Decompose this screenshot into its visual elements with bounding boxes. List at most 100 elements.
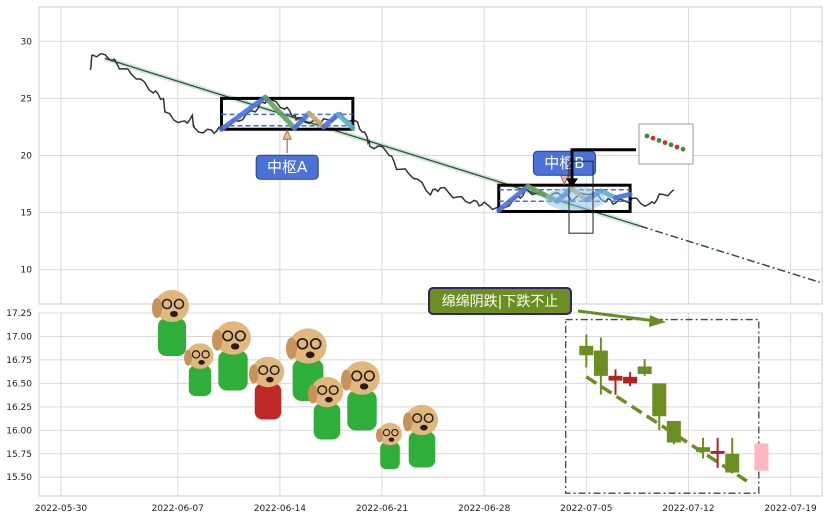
- upper-y-tick-label: 30: [21, 37, 33, 47]
- figure-head: [405, 404, 439, 436]
- figure-nose: [359, 383, 369, 390]
- zone-stroke: [291, 110, 312, 131]
- figure-glasses: [391, 428, 399, 437]
- candle: [754, 443, 769, 471]
- zone-stroke: [598, 188, 618, 201]
- sticker-figure: [308, 376, 344, 440]
- candle-body: [593, 350, 608, 376]
- candle: [652, 383, 667, 431]
- figure-glasses: [363, 370, 375, 382]
- zone-label-arrowhead: [282, 128, 292, 140]
- figure-glasses: [328, 385, 339, 396]
- upper-y-ticks: 10 15 20 25 30: [21, 37, 33, 275]
- zone-stroke: [321, 111, 341, 130]
- figure-glasses: [258, 365, 269, 376]
- candle: [637, 358, 652, 376]
- annotation-text: 绵绵阴跌|下跌不止: [442, 293, 559, 310]
- upper-decorations: [545, 123, 694, 234]
- figure-glasses: [317, 385, 328, 396]
- lower-y-tick-label: 15.75: [6, 450, 32, 460]
- annotation-arrowhead: [649, 315, 666, 327]
- figure-head: [215, 321, 251, 355]
- lower-y-ticks: 15.50 15.75 16.00 16.25 16.50 16.75 17.00 17.25: [6, 309, 32, 483]
- x-tick-label: 2022-06-21: [356, 504, 408, 514]
- lower-x-ticks: 2022-05-30 2022-06-07 2022-06-14 2022-06-21…: [35, 504, 817, 514]
- figure-glasses: [296, 337, 309, 350]
- lower-candles: [579, 334, 769, 474]
- lower-y-tick-label: 16.50: [6, 379, 32, 389]
- thumbnail-mark: [680, 146, 686, 152]
- figure-nose: [388, 437, 395, 442]
- figure-glasses: [309, 337, 322, 350]
- zone-label: 中枢B: [544, 154, 584, 172]
- figure-glasses: [269, 365, 280, 376]
- candle-body: [608, 375, 623, 381]
- sticker-figure: [212, 321, 251, 391]
- sticker-figure: [152, 290, 189, 356]
- figure-glasses: [222, 330, 234, 342]
- sticker-figure: [376, 422, 402, 469]
- lower-y-tick-label: 16.25: [6, 403, 32, 413]
- annotation-arrow: [577, 309, 657, 323]
- downtrend-line: [585, 375, 748, 483]
- figure-nose: [198, 360, 205, 365]
- figure-glasses: [351, 370, 363, 382]
- candle: [696, 437, 711, 459]
- figure-glasses: [234, 330, 246, 342]
- candle-body: [652, 383, 667, 417]
- thumbnail-mark: [662, 140, 668, 146]
- zone-label-box: [532, 150, 596, 176]
- zone-a: 中枢A: [219, 94, 356, 180]
- figure-head: [251, 356, 285, 388]
- figure-body: [313, 403, 341, 440]
- figure-ear: [249, 364, 259, 384]
- figure-head: [310, 376, 344, 408]
- figure-nose: [325, 396, 333, 403]
- candle-body: [666, 420, 681, 443]
- lower-plot-frame: [38, 312, 823, 497]
- figure-body: [380, 442, 400, 469]
- x-tick-label: 2022-07-19: [764, 504, 817, 514]
- candle: [666, 420, 681, 445]
- zone-stroke: [496, 183, 531, 213]
- candle: [710, 437, 725, 468]
- candle: [623, 372, 638, 387]
- figure-ear: [341, 369, 352, 391]
- figure-glasses: [382, 428, 391, 437]
- candle: [579, 334, 594, 368]
- candle-body: [696, 447, 711, 452]
- figure-glasses: [412, 413, 423, 424]
- lower-y-tick-label: 16.00: [6, 426, 32, 436]
- figure-nose: [170, 311, 178, 317]
- figure-body: [408, 431, 436, 468]
- candle-body: [579, 345, 594, 356]
- candle-body: [623, 376, 638, 384]
- upper-grid: [39, 7, 822, 304]
- callout-arrow: [570, 148, 636, 185]
- candle: [593, 337, 608, 395]
- zone-stroke: [335, 111, 356, 131]
- highlight-ellipse: [545, 186, 605, 211]
- thumbnail-mark: [656, 138, 662, 143]
- lower-decorations: [152, 290, 760, 494]
- figure-ear: [212, 329, 223, 351]
- zone-stroke: [306, 110, 327, 130]
- candle: [608, 369, 623, 395]
- lower-panel: 15.50 15.75 16.00 16.25 16.50 16.75 17.00 17.25…: [6, 287, 823, 514]
- upper-y-tick-label: 25: [21, 94, 32, 104]
- sticker-figure: [184, 343, 214, 396]
- lower-y-tick-label: 17.00: [6, 332, 32, 342]
- figure-body: [254, 383, 282, 420]
- figure-glasses: [423, 413, 434, 424]
- figure-nose: [305, 351, 315, 359]
- x-tick-label: 2022-07-12: [662, 504, 714, 514]
- upper-y-tick-label: 15: [21, 209, 32, 219]
- trend-line-dashed: [639, 225, 820, 284]
- figure-ear: [403, 412, 413, 432]
- lower-y-tick-label: 17.25: [6, 309, 32, 319]
- upper-y-tick-label: 20: [21, 152, 33, 162]
- sticker-figure: [286, 328, 327, 401]
- lower-annotation: 绵绵阴跌|下跌不止: [428, 287, 666, 327]
- zone-stroke: [262, 94, 297, 131]
